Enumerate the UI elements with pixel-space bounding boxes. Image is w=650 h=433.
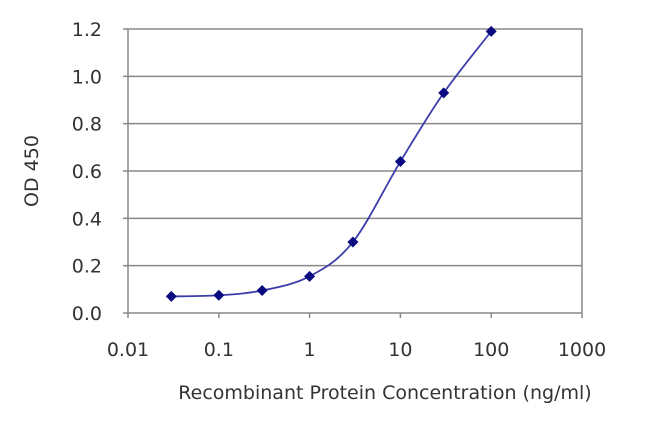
data-markers (165, 25, 497, 302)
data-point-marker (438, 87, 450, 99)
x-axis-title: Recombinant Protein Concentration (ng/ml… (178, 382, 591, 404)
y-tick-label: 1.2 (72, 19, 102, 41)
x-tick-label: 1000 (558, 339, 606, 361)
gridlines (128, 75, 582, 267)
x-tick-label: 0.1 (204, 339, 234, 361)
y-tick-label: 0.8 (72, 114, 102, 136)
y-axis-ticks: 0.0 0.2 0.4 0.6 0.8 1.0 1.2 (72, 19, 128, 325)
x-tick-label: 1 (304, 339, 316, 361)
data-point-marker (256, 285, 268, 297)
x-axis-ticks: 0.01 0.1 1 10 100 1000 (107, 313, 606, 361)
series-line (171, 30, 492, 298)
y-tick-label: 0.2 (72, 256, 102, 278)
data-point-marker (165, 290, 177, 302)
data-point-marker (304, 270, 316, 282)
y-tick-label: 1.0 (72, 66, 102, 88)
x-tick-label: 0.01 (107, 339, 149, 361)
y-tick-label: 0.0 (72, 303, 102, 325)
data-point-marker (213, 289, 225, 301)
data-point-marker (394, 156, 406, 168)
x-tick-label: 100 (473, 339, 509, 361)
data-point-marker (485, 25, 497, 37)
y-axis-title: OD 450 (21, 135, 43, 207)
data-point-marker (347, 236, 359, 248)
x-tick-label: 10 (388, 339, 412, 361)
y-tick-label: 0.4 (72, 208, 102, 230)
y-tick-label: 0.6 (72, 161, 102, 183)
